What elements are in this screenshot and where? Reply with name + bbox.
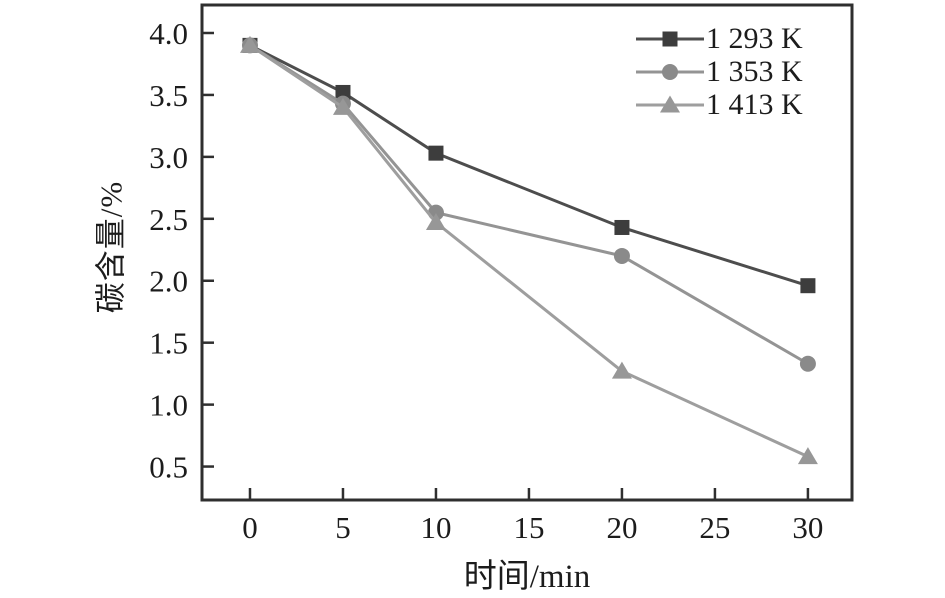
- marker-square-1-293-k: [428, 145, 444, 161]
- marker-triangle-1-413-k: [425, 213, 446, 231]
- x-tick-label: 10: [420, 510, 451, 545]
- y-tick-label: 0.5: [149, 450, 188, 485]
- x-tick-label: 15: [513, 510, 544, 545]
- legend-label: 1 413 K: [706, 87, 803, 121]
- legend-circle-glyph: [662, 63, 678, 80]
- legend: 1 293 K 1 353 K 1 413 K: [636, 22, 803, 121]
- marker-square-1-293-k: [800, 278, 816, 294]
- plot-frame: [200, 3, 854, 502]
- x-axis-label: 时间/min: [463, 559, 591, 595]
- y-axis-label: 碳含量/%: [93, 180, 129, 314]
- legend-square-glyph: [662, 31, 678, 46]
- marker-square-1-293-k: [614, 219, 630, 235]
- x-tick-label: 5: [335, 510, 351, 545]
- legend-circle-marker-icon: [636, 63, 704, 80]
- marker-triangle-1-413-k: [239, 35, 260, 53]
- marker-triangle-1-413-k: [611, 361, 632, 379]
- y-tick-label: 2.5: [149, 202, 188, 237]
- legend-square-marker-icon: [636, 31, 704, 46]
- legend-item-1353k: 1 353 K: [636, 55, 803, 88]
- marker-circle-1-353-k: [613, 247, 630, 264]
- marker-circle-1-353-k: [799, 355, 816, 372]
- x-tick-label: 25: [699, 510, 730, 545]
- marker-triangle-1-413-k: [332, 97, 353, 115]
- x-tick-label: 20: [606, 510, 637, 545]
- y-tick-label: 3.5: [149, 78, 188, 113]
- y-tick-label: 2.0: [149, 264, 188, 299]
- legend-label: 1 353 K: [706, 54, 803, 88]
- y-tick-label: 3.0: [149, 140, 188, 175]
- y-tick-label: 1.0: [149, 388, 188, 423]
- legend-item-1293k: 1 293 K: [636, 22, 803, 55]
- legend-triangle-marker-icon: [636, 95, 704, 112]
- marker-triangle-1-413-k: [797, 447, 818, 465]
- x-tick-label: 0: [242, 510, 258, 545]
- y-tick-label: 4.0: [149, 16, 188, 51]
- legend-triangle-glyph: [660, 95, 680, 112]
- marker-square-1-293-k: [335, 84, 351, 100]
- x-tick-label: 30: [792, 510, 823, 545]
- y-tick-label: 1.5: [149, 326, 188, 361]
- legend-item-1413k: 1 413 K: [636, 88, 803, 121]
- legend-label: 1 293 K: [706, 21, 803, 55]
